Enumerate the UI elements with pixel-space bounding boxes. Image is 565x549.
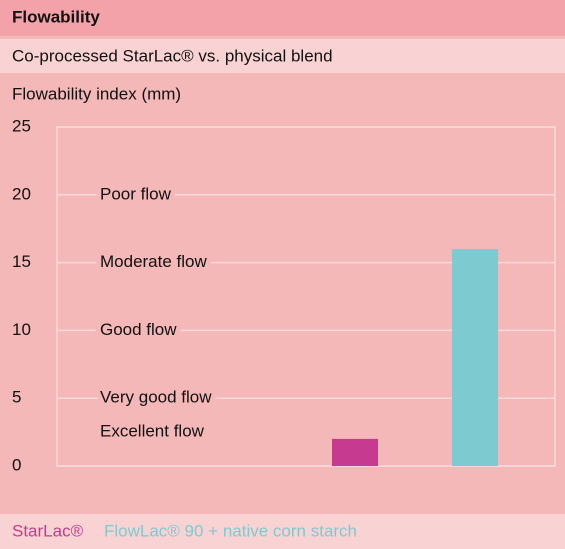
y-tick-label: 20 <box>12 184 31 203</box>
y-tick-label: 10 <box>12 320 31 339</box>
annotation: Excellent flow <box>100 422 205 441</box>
y-tick-label: 5 <box>12 388 21 407</box>
y-tick-label: 15 <box>12 252 31 271</box>
legend-band <box>0 514 565 549</box>
annotation: Poor flow <box>100 184 172 203</box>
bar <box>452 249 498 466</box>
y-tick-label: 0 <box>12 455 21 474</box>
legend-label: StarLac® <box>12 521 84 540</box>
bar <box>332 438 378 466</box>
subtitle-band <box>0 39 565 73</box>
y-axis-label: Flowability index (mm) <box>12 84 181 103</box>
legend-label: FlowLac® 90 + native corn starch <box>104 521 357 540</box>
title-band <box>0 0 565 36</box>
chart-title: Flowability <box>12 7 100 26</box>
annotation: Moderate flow <box>100 252 207 271</box>
chart-subtitle: Co-processed StarLac® vs. physical blend <box>12 46 333 65</box>
y-tick-label: 25 <box>12 116 31 135</box>
annotation: Very good flow <box>100 388 212 407</box>
annotation: Good flow <box>100 320 177 339</box>
